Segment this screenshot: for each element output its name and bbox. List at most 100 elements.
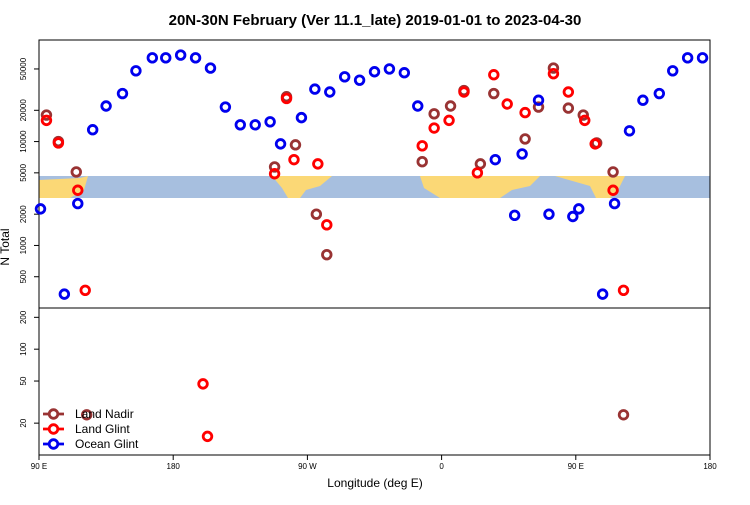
data-point <box>488 69 500 81</box>
y-tick-label: 5000 <box>19 163 28 181</box>
data-point <box>321 219 333 231</box>
legend-marker <box>47 408 60 420</box>
y-tick-label: 50000 <box>19 57 28 80</box>
data-point <box>70 166 82 178</box>
data-point <box>288 153 300 166</box>
data-point <box>197 378 209 390</box>
y-tick-label: 20000 <box>19 99 28 122</box>
y-tick-label: 1000 <box>19 236 28 254</box>
data-point <box>58 288 71 300</box>
data-point <box>264 116 276 128</box>
data-point <box>289 139 302 151</box>
data-point <box>310 208 323 220</box>
legend-label: Land Glint <box>75 422 130 436</box>
data-point <box>189 52 202 64</box>
x-tick-label: 180 <box>703 462 717 471</box>
data-point <box>547 62 560 74</box>
data-point <box>428 108 440 120</box>
data-point <box>653 87 666 100</box>
data-point <box>268 168 281 180</box>
map-strip <box>39 176 710 198</box>
data-point <box>79 284 91 297</box>
data-point <box>383 63 396 75</box>
data-point <box>489 153 501 166</box>
data-point <box>34 203 47 215</box>
data-point <box>667 65 679 77</box>
data-point <box>567 210 579 223</box>
data-point <box>471 167 484 179</box>
data-point <box>204 62 217 74</box>
data-point <box>488 87 500 100</box>
data-point <box>637 94 649 106</box>
data-point <box>696 52 709 64</box>
data-point <box>458 86 470 98</box>
legend-label: Land Nadir <box>75 407 134 421</box>
data-point <box>416 156 428 168</box>
data-point <box>596 288 609 300</box>
x-tick-label: 90 E <box>568 462 584 471</box>
data-point <box>201 430 214 443</box>
x-tick-label: 90 E <box>31 462 47 471</box>
data-point <box>368 66 381 78</box>
data-point <box>562 86 575 98</box>
data-point <box>428 122 440 134</box>
data-point <box>532 94 545 106</box>
data-point <box>219 101 232 113</box>
data-point <box>234 119 247 131</box>
legend-label: Ocean Glint <box>75 437 139 451</box>
data-point <box>309 83 321 95</box>
data-point <box>312 158 324 170</box>
data-point <box>321 248 333 261</box>
data-point <box>444 100 457 112</box>
y-tick-label: 10000 <box>19 130 28 153</box>
data-point <box>577 109 589 121</box>
data-point <box>353 74 366 86</box>
data-point <box>579 114 591 127</box>
data-point <box>416 140 428 152</box>
data-point <box>617 284 630 297</box>
y-tick-label: 20 <box>19 418 28 427</box>
data-point <box>398 67 411 79</box>
y-tick-label: 50 <box>19 376 28 385</box>
data-point <box>52 137 65 149</box>
data-point <box>607 184 619 196</box>
data-point <box>160 52 172 64</box>
y-tick-label: 200 <box>19 310 28 324</box>
data-point <box>589 138 601 150</box>
legend-marker <box>47 438 60 450</box>
data-point <box>623 125 636 137</box>
data-point <box>268 161 281 173</box>
data-point <box>130 65 142 77</box>
data-point <box>40 114 53 127</box>
data-point <box>324 86 336 98</box>
data-point <box>443 114 455 127</box>
data-point <box>519 106 531 119</box>
data-point <box>146 52 159 64</box>
data-point <box>174 49 187 61</box>
data-point <box>412 100 424 112</box>
data-point <box>607 166 619 178</box>
y-tick-label: 2000 <box>19 205 28 223</box>
data-point <box>116 87 129 100</box>
legend-marker <box>47 423 60 435</box>
data-point <box>516 148 528 160</box>
x-tick-label: 0 <box>439 462 444 471</box>
data-point <box>86 124 99 136</box>
data-point <box>547 68 560 80</box>
data-point <box>681 52 694 64</box>
data-point <box>72 197 84 210</box>
data-point <box>474 158 487 170</box>
x-tick-label: 180 <box>167 462 181 471</box>
x-tick-label: 90 W <box>298 462 317 471</box>
data-point <box>338 71 351 83</box>
data-point <box>608 197 621 210</box>
data-point <box>100 100 112 112</box>
data-point <box>573 203 585 215</box>
chart-title: 20N-30N February (Ver 11.1_late) 2019-01… <box>169 12 582 29</box>
data-point <box>501 98 513 110</box>
data-point <box>562 102 575 114</box>
y-tick-label: 100 <box>19 342 28 356</box>
y-axis-label: N Total <box>0 228 12 265</box>
